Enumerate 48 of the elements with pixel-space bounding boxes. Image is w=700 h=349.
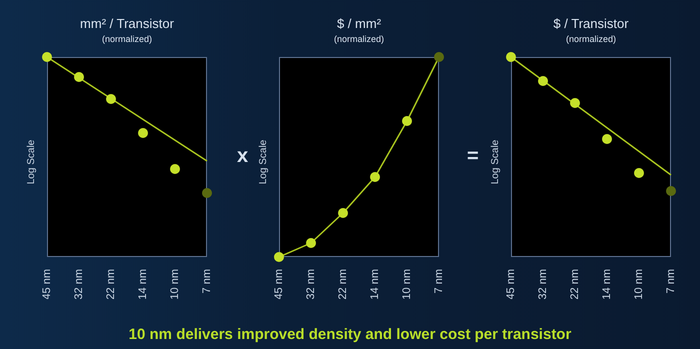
x-tick-label: 22 nm: [105, 269, 117, 300]
x-tick-label: 14 nm: [369, 269, 381, 300]
x-tick-label: 45 nm: [273, 269, 285, 300]
point: [570, 98, 580, 108]
text: =: [467, 145, 479, 168]
point: [402, 116, 412, 126]
x-tick-label: 10 nm: [169, 269, 181, 300]
point: [202, 188, 212, 198]
point: [634, 168, 644, 178]
x-tick-label: 32 nm: [305, 269, 317, 300]
y-axis-title: Log Scale: [26, 138, 38, 186]
x-tick-label: 45 nm: [41, 269, 53, 300]
x-tick-label: 14 nm: [137, 269, 149, 300]
text: x: [237, 145, 248, 168]
point: [170, 164, 180, 174]
chart-title: $ / mm²: [336, 15, 382, 33]
x-tick-label: 7 nm: [433, 269, 445, 294]
chart-subtitle: (normalized): [564, 33, 617, 45]
point: [602, 134, 612, 144]
x-tick-label: 22 nm: [337, 269, 349, 300]
point: [434, 52, 444, 62]
x-tick-label: 7 nm: [665, 269, 677, 294]
point: [506, 52, 516, 62]
chart-subtitle: (normalized): [100, 33, 153, 45]
point: [74, 72, 84, 82]
point: [370, 172, 380, 182]
x-tick-label: 45 nm: [505, 269, 517, 300]
x-tick-label: 7 nm: [201, 269, 213, 294]
point: [274, 252, 284, 262]
x-tick-label: 22 nm: [569, 269, 581, 300]
x-tick-label: 14 nm: [601, 269, 613, 300]
y-axis-title: Log Scale: [490, 138, 502, 186]
point: [138, 128, 148, 138]
x-tick-label: 10 nm: [633, 269, 645, 300]
x-tick-label: 32 nm: [73, 269, 85, 300]
point: [106, 94, 116, 104]
chart-title: mm² / Transistor: [79, 15, 175, 33]
y-axis-title: Log Scale: [258, 138, 270, 186]
point: [666, 186, 676, 196]
point: [538, 76, 548, 86]
chart-subtitle: (normalized): [332, 33, 385, 45]
point: [42, 52, 52, 62]
point: [338, 208, 348, 218]
x-tick-label: 32 nm: [537, 269, 549, 300]
text: 10 nm delivers improved density and lower cost per transistor: [128, 326, 572, 343]
chart-title: $ / Transistor: [552, 15, 630, 33]
point: [306, 238, 316, 248]
x-tick-label: 10 nm: [401, 269, 413, 300]
